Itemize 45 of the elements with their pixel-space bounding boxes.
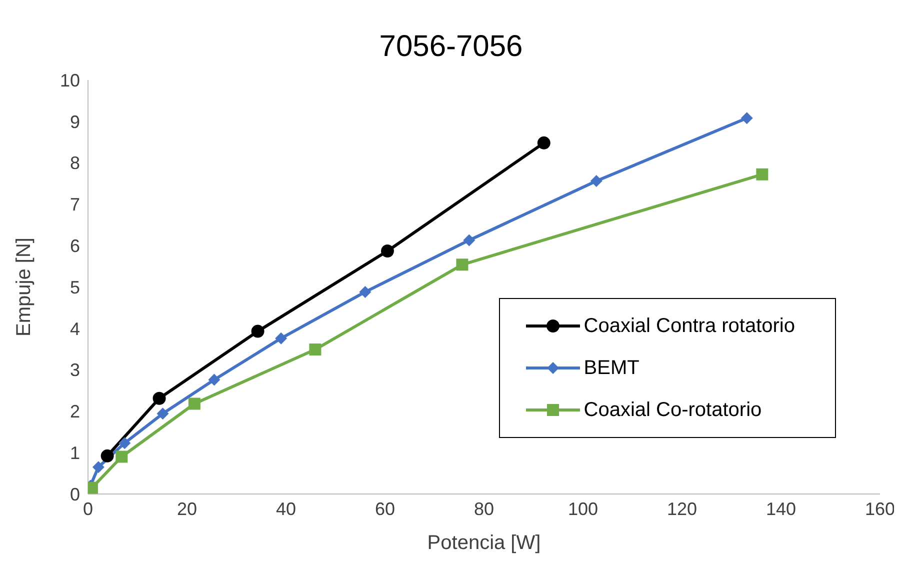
- x-tick-label: 120: [666, 498, 698, 519]
- point: [756, 168, 768, 180]
- point: [100, 449, 114, 462]
- point: [359, 286, 372, 298]
- y-tick-label: 3: [70, 360, 80, 380]
- point: [152, 392, 166, 405]
- point: [463, 234, 476, 246]
- x-tick-label: 40: [276, 498, 296, 519]
- point: [116, 450, 128, 463]
- x-tick-label: 160: [864, 498, 896, 519]
- x-tick-label: 60: [374, 498, 396, 519]
- y-tick-label: 0: [70, 484, 80, 504]
- legend-label: Coaxial Contra rotatorio: [584, 314, 795, 338]
- x-tick-label: 140: [766, 498, 796, 519]
- y-tick-label: 2: [70, 402, 80, 422]
- point: [156, 408, 169, 420]
- point: [251, 324, 264, 338]
- point: [118, 437, 131, 450]
- point: [590, 175, 602, 188]
- legend-label: Coaxial Co-rotatorio: [584, 398, 762, 422]
- point: [380, 244, 394, 258]
- point: [456, 258, 468, 271]
- y-tick-label: 5: [70, 277, 80, 298]
- x-tick-label: 80: [474, 498, 494, 519]
- point: [275, 332, 288, 344]
- point: [208, 374, 220, 386]
- point: [537, 136, 550, 150]
- y-tick-label: 6: [70, 236, 80, 256]
- chart-title: 7056-7056: [378, 29, 524, 65]
- legend-label: BEMT: [584, 356, 640, 380]
- y-tick-label: 9: [70, 112, 80, 132]
- x-tick-label: 0: [82, 498, 94, 519]
- y-tick-label: 8: [70, 153, 80, 174]
- y-tick-label: 7: [70, 194, 80, 215]
- y-tick-label: 1: [70, 442, 80, 463]
- x-axis-title: Potencia [W]: [427, 532, 541, 554]
- y-tick-label: 10: [60, 70, 80, 90]
- point: [188, 398, 200, 410]
- point: [740, 112, 753, 124]
- point: [309, 344, 322, 356]
- y-tick-label: 4: [70, 318, 80, 339]
- y-axis-title: Empuje [N]: [13, 238, 36, 336]
- point: [92, 461, 104, 474]
- x-tick-label: 20: [176, 498, 198, 519]
- x-tick-label: 100: [568, 498, 598, 519]
